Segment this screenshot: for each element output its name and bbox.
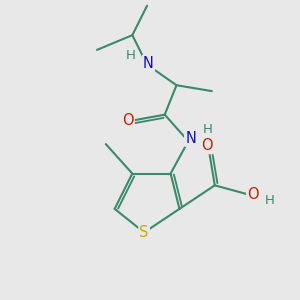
- Text: O: O: [202, 138, 213, 153]
- Text: O: O: [247, 187, 259, 202]
- Text: O: O: [122, 113, 134, 128]
- Text: H: H: [202, 123, 212, 136]
- Text: H: H: [264, 194, 274, 207]
- Text: N: N: [143, 56, 154, 70]
- Text: H: H: [126, 49, 136, 62]
- Text: N: N: [185, 131, 196, 146]
- Text: S: S: [140, 225, 149, 240]
